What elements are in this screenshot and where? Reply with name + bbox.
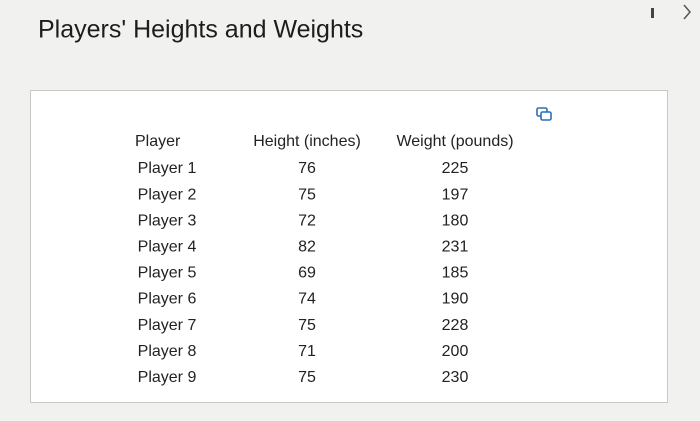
value-cell: 75 [298, 317, 316, 334]
data-table: Player Height (inches) Weight (pounds) Play… [135, 133, 514, 386]
value-cell: 200 [442, 343, 469, 360]
value-cell: 75 [298, 369, 316, 386]
value-cell: 197 [442, 186, 469, 203]
value-cell: 75 [298, 186, 316, 203]
player-cell: Player 9 [138, 369, 197, 386]
player-cell: Player 3 [138, 212, 197, 229]
value-cell: 185 [442, 265, 469, 282]
value-cell: 225 [442, 160, 469, 177]
table-panel [30, 90, 668, 403]
value-cell: 231 [442, 239, 469, 256]
value-cell: 71 [298, 343, 316, 360]
next-arrow[interactable] [683, 4, 691, 20]
value-cell: 74 [298, 291, 316, 308]
value-cell: 228 [442, 317, 469, 334]
header-cell: Height (inches) [253, 133, 361, 150]
player-cell: Player 1 [138, 160, 197, 177]
value-cell: 82 [298, 239, 316, 256]
value-cell: 180 [442, 212, 469, 229]
player-cell: Player 4 [138, 239, 197, 256]
page-title: Players' Heights and Weights [38, 16, 363, 44]
player-cell: Player 8 [138, 343, 197, 360]
value-cell: 76 [298, 160, 316, 177]
header-cell: Weight (pounds) [396, 133, 513, 150]
player-cell: Player 5 [138, 265, 197, 282]
value-cell: 72 [298, 212, 316, 229]
value-cell: 69 [298, 265, 316, 282]
value-cell: 190 [442, 291, 469, 308]
player-cell: Player 7 [138, 317, 197, 334]
header-cell: Player [135, 133, 181, 150]
player-cell: Player 6 [138, 291, 197, 308]
cursor-mark [651, 8, 654, 18]
value-cell: 230 [442, 369, 469, 386]
copy-icon-front [540, 111, 552, 121]
copy-icon[interactable] [536, 107, 552, 121]
player-cell: Player 2 [138, 186, 197, 203]
